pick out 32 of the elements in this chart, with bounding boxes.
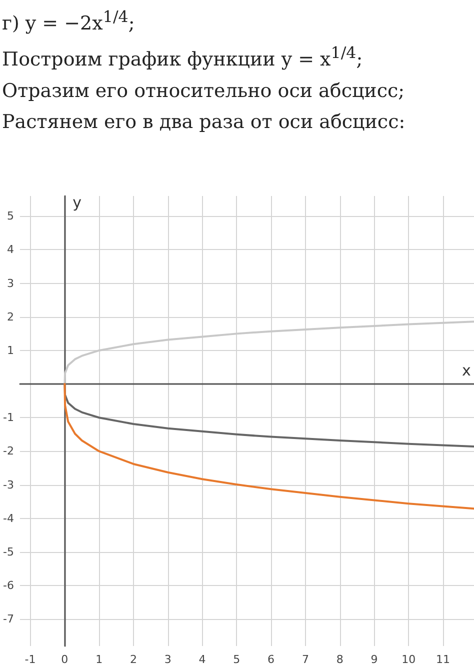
x-tick-label: 8 bbox=[336, 653, 344, 665]
x-tick-label: 0 bbox=[61, 653, 68, 665]
y-tick-label: 4 bbox=[6, 243, 14, 256]
x-tick-label: 5 bbox=[233, 653, 240, 665]
y-tick-label: -1 bbox=[3, 411, 14, 424]
y-tick-label: -2 bbox=[3, 444, 14, 458]
y-tick-label: 5 bbox=[6, 210, 14, 223]
x-tick-label: 9 bbox=[370, 653, 378, 665]
chart-title: г) y = −2x$^{1/4}$; bbox=[2, 6, 136, 36]
y-tick-label: -4 bbox=[3, 512, 14, 525]
x-tick-label: 10 bbox=[402, 653, 416, 665]
x-tick-label: 4 bbox=[198, 653, 206, 665]
line-series bbox=[64, 383, 474, 510]
y-tick-label: -6 bbox=[3, 579, 14, 592]
y-tick-label: 3 bbox=[6, 276, 14, 290]
x-tick-label: -1 bbox=[24, 653, 36, 665]
text: Построим график функции y = x$^{1/4}$; bbox=[2, 42, 364, 72]
x-tick-label: 6 bbox=[268, 653, 275, 665]
y-tick-label: -3 bbox=[3, 478, 14, 492]
x-axis-title: x bbox=[462, 362, 471, 380]
x-tick-label: 3 bbox=[164, 653, 172, 665]
x-tick-label: 7 bbox=[302, 653, 309, 665]
y-axis-title: y bbox=[72, 194, 82, 212]
x-tick-label: 2 bbox=[130, 653, 137, 665]
y-tick-label: 2 bbox=[6, 310, 14, 324]
y-tick-label: 1 bbox=[6, 344, 14, 357]
y-tick-label: -5 bbox=[3, 545, 14, 558]
text: Отразим его относительно оси абсцисс; bbox=[2, 78, 406, 104]
text: Растянем его в два раза от оси абсцисс: bbox=[2, 110, 406, 136]
x-tick-label: 11 bbox=[436, 653, 450, 665]
y-tick-label: -7 bbox=[3, 612, 14, 626]
x-tick-label: 1 bbox=[96, 653, 103, 665]
